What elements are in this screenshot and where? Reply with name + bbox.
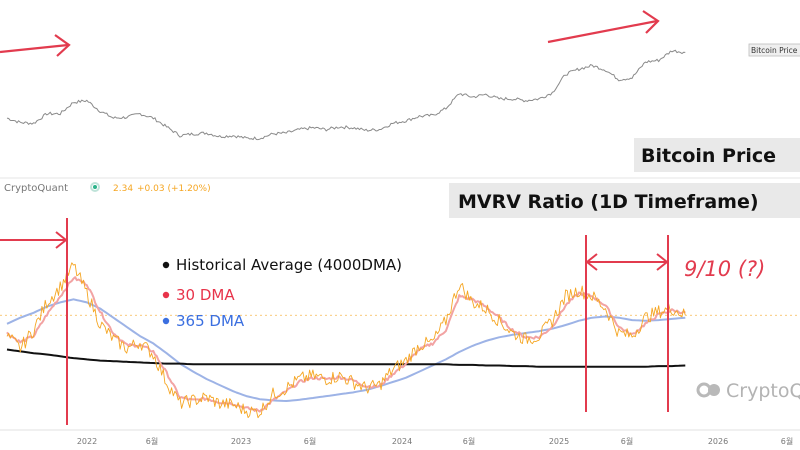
legend-label: Historical Average (4000DMA) <box>176 256 402 274</box>
legend-label: 30 DMA <box>176 286 235 304</box>
x-tick-label: 2023 <box>231 437 251 446</box>
price-legend-tag: Bitcoin Price <box>748 43 800 57</box>
cycle-annotations: 9/10 (?) <box>0 218 765 425</box>
legend-dot-icon <box>162 291 170 299</box>
price-title: Bitcoin Price <box>641 145 776 167</box>
mvrv-legend: Historical Average (4000DMA) 30 DMA 365 DM… <box>162 256 402 330</box>
x-tick-label: 2024 <box>392 437 412 446</box>
x-tick-label: 6월 <box>304 436 316 446</box>
source-header: CryptoQuant 2.34 +0.03 (+1.20%) <box>4 182 211 194</box>
mvrv-title-box: MVRV Ratio (1D Timeframe) <box>449 183 800 218</box>
watermark-text: CryptoQuant <box>726 380 800 402</box>
price-legend-tag-text: Bitcoin Price <box>751 46 798 55</box>
legend-label: 365 DMA <box>176 312 245 330</box>
price-title-box: Bitcoin Price <box>634 138 800 172</box>
x-tick-label: 2026 <box>708 437 728 446</box>
legend-dot-icon <box>162 261 170 269</box>
x-tick-label: 6월 <box>781 436 793 446</box>
watermark: CryptoQuant <box>696 380 800 402</box>
price-line <box>6 49 686 141</box>
price-arrow-2 <box>547 19 658 44</box>
price-arrows <box>0 10 660 57</box>
mvrv-historical-average-line <box>6 348 686 368</box>
price-arrow-1 <box>0 43 69 54</box>
mvrv-title: MVRV Ratio (1D Timeframe) <box>458 191 759 213</box>
cycle-label: 9/10 (?) <box>684 257 765 281</box>
x-tick-label: 6월 <box>146 436 158 446</box>
mvrv-30dma-line <box>6 276 686 413</box>
mvrv-365dma-line <box>6 298 686 402</box>
mvrv-line <box>6 262 686 419</box>
readout-change: +0.03 (+1.20%) <box>137 184 211 194</box>
x-tick-label: 2025 <box>549 437 569 446</box>
readout-value: 2.34 <box>113 184 133 194</box>
x-tick-label: 6월 <box>621 436 633 446</box>
x-axis-ticks: 2022 6월 2023 6월 2024 6월 2025 6월 2026 6월 <box>77 436 793 446</box>
price-panel <box>6 49 686 141</box>
x-tick-label: 2022 <box>77 437 97 446</box>
legend-dot-icon <box>162 317 170 325</box>
source-name: CryptoQuant <box>4 183 68 194</box>
x-tick-label: 6월 <box>463 436 475 446</box>
mvrv-panel <box>6 262 686 419</box>
